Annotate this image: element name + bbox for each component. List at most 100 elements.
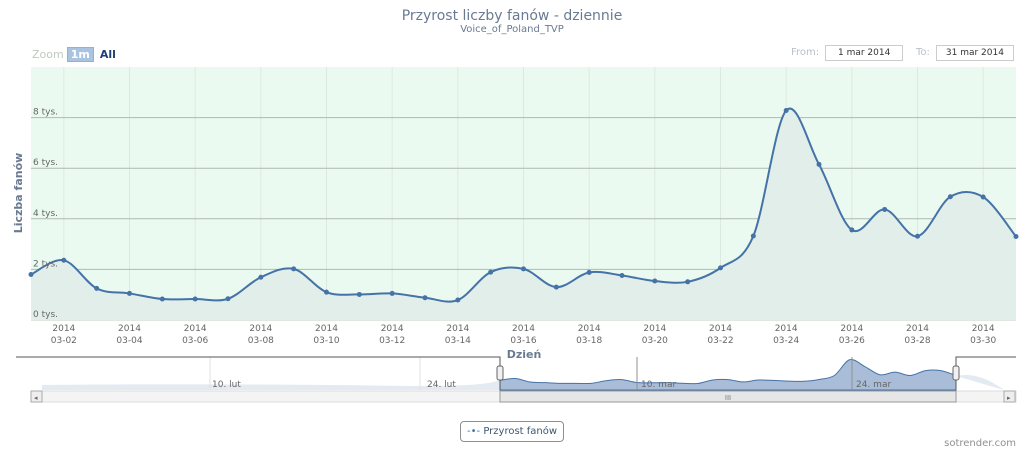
x-tick-label-date: 03-06 xyxy=(182,336,208,346)
x-tick-label-date: 03-20 xyxy=(642,336,668,346)
navigator-series-outside xyxy=(42,374,1004,390)
x-tick-label-year: 2014 xyxy=(446,324,469,334)
data-point-2014-03-11[interactable] xyxy=(356,291,362,297)
data-point-2014-03-18[interactable] xyxy=(586,269,592,275)
x-tick-label-year: 2014 xyxy=(840,324,863,334)
x-tick-label-date: 03-28 xyxy=(904,336,930,346)
from-range: From: 1 mar 2014 xyxy=(791,45,904,61)
x-tick-label-date: 03-24 xyxy=(773,336,799,346)
data-point-2014-03-28[interactable] xyxy=(915,233,920,239)
x-tick-label-year: 2014 xyxy=(512,324,535,334)
data-point-2014-03-05[interactable] xyxy=(159,296,165,302)
y-axis-title: Liczba fanów xyxy=(12,153,25,234)
data-point-2014-03-17[interactable] xyxy=(553,284,559,290)
nav-tick-label: 24. mar xyxy=(856,380,891,390)
data-point-2014-03-12[interactable] xyxy=(389,290,395,296)
to-date-input[interactable]: 31 mar 2014 xyxy=(935,45,1014,61)
data-point-2014-03-23[interactable] xyxy=(750,233,756,239)
scrollbar-thumb[interactable] xyxy=(499,390,957,403)
data-point-2014-03-21[interactable] xyxy=(685,279,691,285)
data-point-2014-03-10[interactable] xyxy=(324,289,329,295)
data-point-2014-03-30[interactable] xyxy=(980,194,986,200)
x-tick-label-date: 03-30 xyxy=(970,336,996,346)
legend-line-marker-icon: -•- xyxy=(467,426,481,437)
data-point-2014-03-03[interactable] xyxy=(94,285,100,291)
data-point-2014-03-08[interactable] xyxy=(258,274,264,280)
x-tick-label-date: 03-18 xyxy=(576,336,602,346)
zoom-label: Zoom xyxy=(32,48,64,61)
x-tick-label-year: 2014 xyxy=(709,324,732,334)
x-axis-title: Dzień xyxy=(507,348,542,361)
y-tick-label: 0 tys. xyxy=(33,310,58,320)
scrollbar-grip-icon: III xyxy=(725,394,731,402)
x-tick-label-date: 03-10 xyxy=(313,336,339,346)
data-point-2014-03-02[interactable] xyxy=(61,257,67,263)
x-tick-label-date: 03-08 xyxy=(248,336,274,346)
scroll-right-button[interactable] xyxy=(1003,390,1016,403)
arrow-right-icon: ▸ xyxy=(1007,394,1011,402)
nav-tick-label: 10. lut xyxy=(212,380,241,390)
data-point-2014-03-29[interactable] xyxy=(947,194,953,200)
x-tick-label-year: 2014 xyxy=(775,324,798,334)
data-point-2014-03-04[interactable] xyxy=(127,290,132,296)
x-tick-label-date: 03-04 xyxy=(116,336,142,346)
navigator-series-selected xyxy=(499,359,957,391)
x-tick-label-year: 2014 xyxy=(118,324,141,334)
navigator[interactable]: 10. lut 24. lut 10. mar 24. mar xyxy=(16,356,1016,391)
data-point-2014-03-15[interactable] xyxy=(488,269,494,275)
data-point-2014-03-26[interactable] xyxy=(849,227,855,233)
series-area xyxy=(31,108,1016,320)
data-point-2014-03-01[interactable] xyxy=(28,271,34,277)
from-label: From: xyxy=(791,47,820,58)
y-tick-label: 2 tys. xyxy=(33,259,58,269)
x-tick-label-year: 2014 xyxy=(381,324,404,334)
data-point-2014-03-20[interactable] xyxy=(652,278,658,284)
x-tick-label-date: 03-26 xyxy=(839,336,865,346)
x-tick-label-date: 03-02 xyxy=(51,336,77,346)
zoom-all-button[interactable]: All xyxy=(99,48,116,61)
data-point-2014-03-19[interactable] xyxy=(619,272,625,278)
x-tick-label-year: 2014 xyxy=(906,324,929,334)
x-tick-label-year: 2014 xyxy=(249,324,272,334)
data-point-2014-03-14[interactable] xyxy=(455,297,461,303)
data-point-2014-03-27[interactable] xyxy=(882,206,888,212)
arrow-left-icon: ◂ xyxy=(34,394,38,402)
range-selector: Zoom 1m All xyxy=(32,47,119,62)
credits-link[interactable]: sotrender.com xyxy=(944,438,1016,449)
y-tick-label: 8 tys. xyxy=(33,108,58,118)
x-tick-label-year: 2014 xyxy=(578,324,601,334)
data-point-2014-03-25[interactable] xyxy=(816,161,822,167)
chart-subtitle: Voice_of_Poland_TVP xyxy=(460,24,564,35)
legend-item-przyrost-fanow[interactable]: -•- Przyrost fanów xyxy=(460,421,565,442)
zoom-1m-button[interactable]: 1m xyxy=(66,47,94,62)
x-tick-label-year: 2014 xyxy=(52,324,75,334)
y-tick-label: 6 tys. xyxy=(33,158,58,168)
data-point-2014-03-06[interactable] xyxy=(192,296,198,302)
x-tick-label-date: 03-16 xyxy=(510,336,536,346)
data-point-2014-03-16[interactable] xyxy=(521,266,526,272)
navigator-right-handle[interactable] xyxy=(952,365,960,381)
scrollbar[interactable]: ◂ ▸ III xyxy=(30,390,1017,403)
legend-label: Przyrost fanów xyxy=(483,426,558,437)
x-tick-label-year: 2014 xyxy=(972,324,995,334)
x-tick-label-date: 03-12 xyxy=(379,336,405,346)
x-tick-label-year: 2014 xyxy=(315,324,338,334)
data-point-2014-03-24[interactable] xyxy=(783,108,789,114)
from-date-input[interactable]: 1 mar 2014 xyxy=(825,45,904,61)
data-point-2014-03-07[interactable] xyxy=(225,296,231,302)
nav-tick-label: 24. lut xyxy=(427,380,456,390)
to-range: To: 31 mar 2014 xyxy=(916,45,1014,61)
data-point-2014-03-31[interactable] xyxy=(1013,234,1019,240)
scroll-left-button[interactable] xyxy=(30,390,43,403)
to-label: To: xyxy=(916,47,930,58)
x-tick-label-year: 2014 xyxy=(643,324,666,334)
data-point-2014-03-09[interactable] xyxy=(291,266,297,272)
navigator-left-handle[interactable] xyxy=(496,365,504,381)
data-point-2014-03-13[interactable] xyxy=(422,295,428,301)
y-tick-label: 4 tys. xyxy=(33,209,58,219)
nav-tick-label: 10. mar xyxy=(641,380,676,390)
x-tick-label-date: 03-22 xyxy=(707,336,733,346)
data-point-2014-03-22[interactable] xyxy=(718,265,723,271)
